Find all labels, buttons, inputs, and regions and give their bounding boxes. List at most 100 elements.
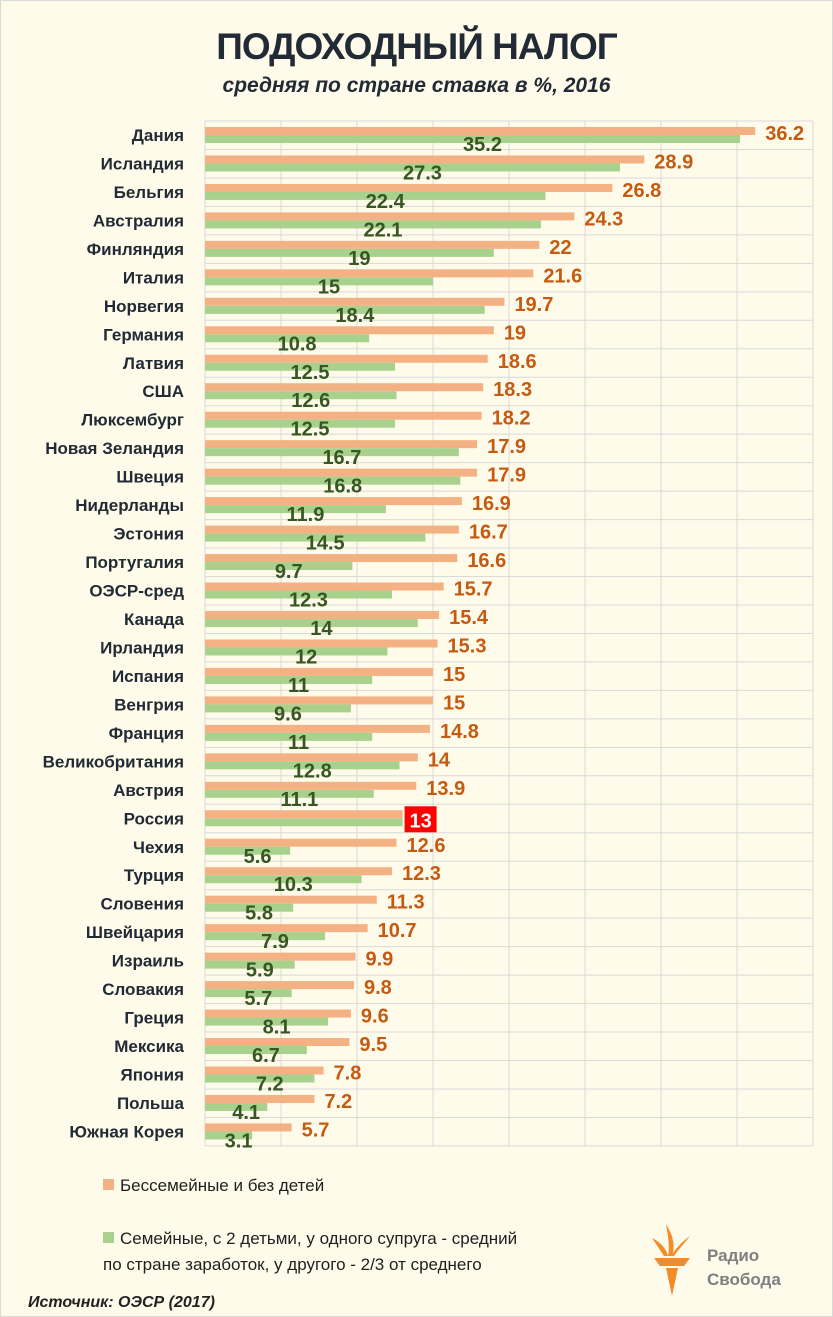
bar-family	[205, 277, 433, 286]
category-label: Швеция	[116, 468, 184, 487]
data-label-single: 16.6	[467, 550, 506, 572]
russia-highlight-box	[404, 806, 437, 833]
legend-label-family-1: Семейные, с 2 детьми, у одного супруга -…	[120, 1229, 518, 1248]
bar-family	[205, 362, 395, 371]
data-label-family: 12.8	[293, 760, 332, 782]
bar-family	[205, 789, 374, 798]
chart-subtitle: средняя по стране ставка в %, 2016	[222, 74, 611, 97]
data-label-single: 15.3	[448, 635, 487, 657]
category-label: Финляндия	[87, 240, 184, 259]
bar-single	[205, 497, 462, 506]
bar-single	[205, 753, 418, 762]
category-label: Эстония	[113, 525, 184, 544]
data-label-single: 9.9	[365, 949, 393, 971]
bar-family	[205, 704, 351, 713]
legend-swatch-family	[103, 1232, 114, 1243]
legend-item-family: Семейные, с 2 детьми, у одного супруга -…	[103, 1226, 517, 1278]
category-label: Мексика	[114, 1037, 184, 1056]
data-label-single: 14	[428, 749, 451, 771]
category-label: Исландия	[101, 154, 184, 173]
bar-family	[205, 391, 397, 400]
bar-single	[205, 1094, 315, 1103]
data-label-single: 21.6	[543, 265, 582, 287]
data-label-single: 15	[443, 664, 465, 686]
category-label: Япония	[120, 1066, 184, 1085]
data-label-single: 9.8	[364, 977, 392, 999]
data-label-family: 11	[288, 732, 309, 754]
data-label-single: 15.7	[454, 579, 493, 601]
bar-family	[205, 419, 395, 428]
category-label: Бельгия	[114, 183, 184, 202]
category-label: Франция	[109, 724, 184, 743]
data-label-single: 15	[443, 692, 465, 714]
data-label-single: 18.2	[492, 408, 531, 430]
data-label-single: 17.9	[487, 436, 526, 458]
bar-family	[205, 1074, 315, 1083]
bar-family	[205, 505, 386, 514]
data-label-single: 22	[549, 237, 571, 259]
bar-single	[205, 582, 444, 591]
category-label: Чехия	[133, 838, 184, 857]
data-label-single: 18.3	[493, 379, 532, 401]
category-label: Новая Зеландия	[45, 439, 184, 458]
data-label-family: 12.5	[291, 419, 330, 441]
data-label-family: 10.3	[274, 874, 313, 896]
bar-single	[205, 952, 356, 961]
data-label-family: 11	[288, 675, 309, 697]
data-label-family: 35.2	[463, 134, 502, 156]
bar-single	[205, 781, 417, 790]
bar-family	[205, 932, 326, 941]
bar-family	[205, 903, 294, 912]
bar-single	[205, 981, 354, 990]
category-label: Израиль	[112, 952, 184, 971]
data-label-family: 5.8	[245, 903, 273, 925]
data-label-single: 7.2	[324, 1091, 352, 1113]
data-label-single: 36.2	[765, 123, 804, 145]
data-label-highlight: 13	[409, 810, 431, 832]
bar-family	[205, 1046, 307, 1055]
bar-family	[205, 732, 373, 741]
data-label-family: 14.5	[306, 533, 345, 555]
category-label: Дания	[132, 126, 184, 145]
data-label-single: 13.9	[426, 778, 465, 800]
category-label: Польша	[117, 1094, 185, 1113]
data-label-single: 11.3	[387, 892, 425, 914]
category-label: Венгрия	[114, 695, 184, 714]
bar-single	[205, 1009, 351, 1018]
data-label-single: 28.9	[654, 151, 693, 173]
category-label: Австрия	[113, 781, 184, 800]
data-label-single: 24.3	[584, 208, 623, 230]
chart-title: ПОДОХОДНЫЙ НАЛОГ	[216, 26, 617, 67]
data-label-single: 16.9	[472, 493, 511, 515]
data-label-family: 16.8	[323, 476, 362, 498]
data-label-family: 3.1	[225, 1130, 253, 1152]
data-label-single: 16.7	[469, 522, 508, 544]
bar-single	[205, 127, 756, 135]
data-label-family: 6.7	[252, 1045, 280, 1067]
data-label-family: 18.4	[335, 305, 375, 327]
category-label: Латвия	[123, 354, 184, 373]
category-label: Италия	[123, 268, 184, 287]
bar-family	[205, 875, 362, 884]
data-label-family: 15	[318, 276, 340, 298]
data-label-family: 12	[295, 646, 317, 668]
bar-single	[205, 867, 392, 876]
legend-label-family-2: по стране заработок, у другого - 2/3 от …	[103, 1255, 482, 1274]
bar-single	[205, 838, 397, 847]
category-label: Испания	[112, 667, 184, 686]
data-label-single: 10.7	[378, 920, 417, 942]
category-label: Словения	[100, 895, 184, 914]
data-label-single: 17.9	[487, 465, 526, 487]
data-label-family: 8.1	[263, 1017, 291, 1039]
bar-family	[205, 960, 295, 969]
logo-text-line2: Свобода	[707, 1270, 781, 1289]
data-label-single: 18.6	[498, 351, 537, 373]
category-label: Турция	[124, 866, 184, 885]
bar-single	[205, 297, 505, 306]
bar-family	[205, 476, 461, 485]
category-label: Словакия	[102, 980, 184, 999]
data-label-family: 12.3	[289, 590, 328, 612]
data-label-family: 4.1	[232, 1102, 260, 1124]
category-label: Португалия	[85, 553, 184, 572]
